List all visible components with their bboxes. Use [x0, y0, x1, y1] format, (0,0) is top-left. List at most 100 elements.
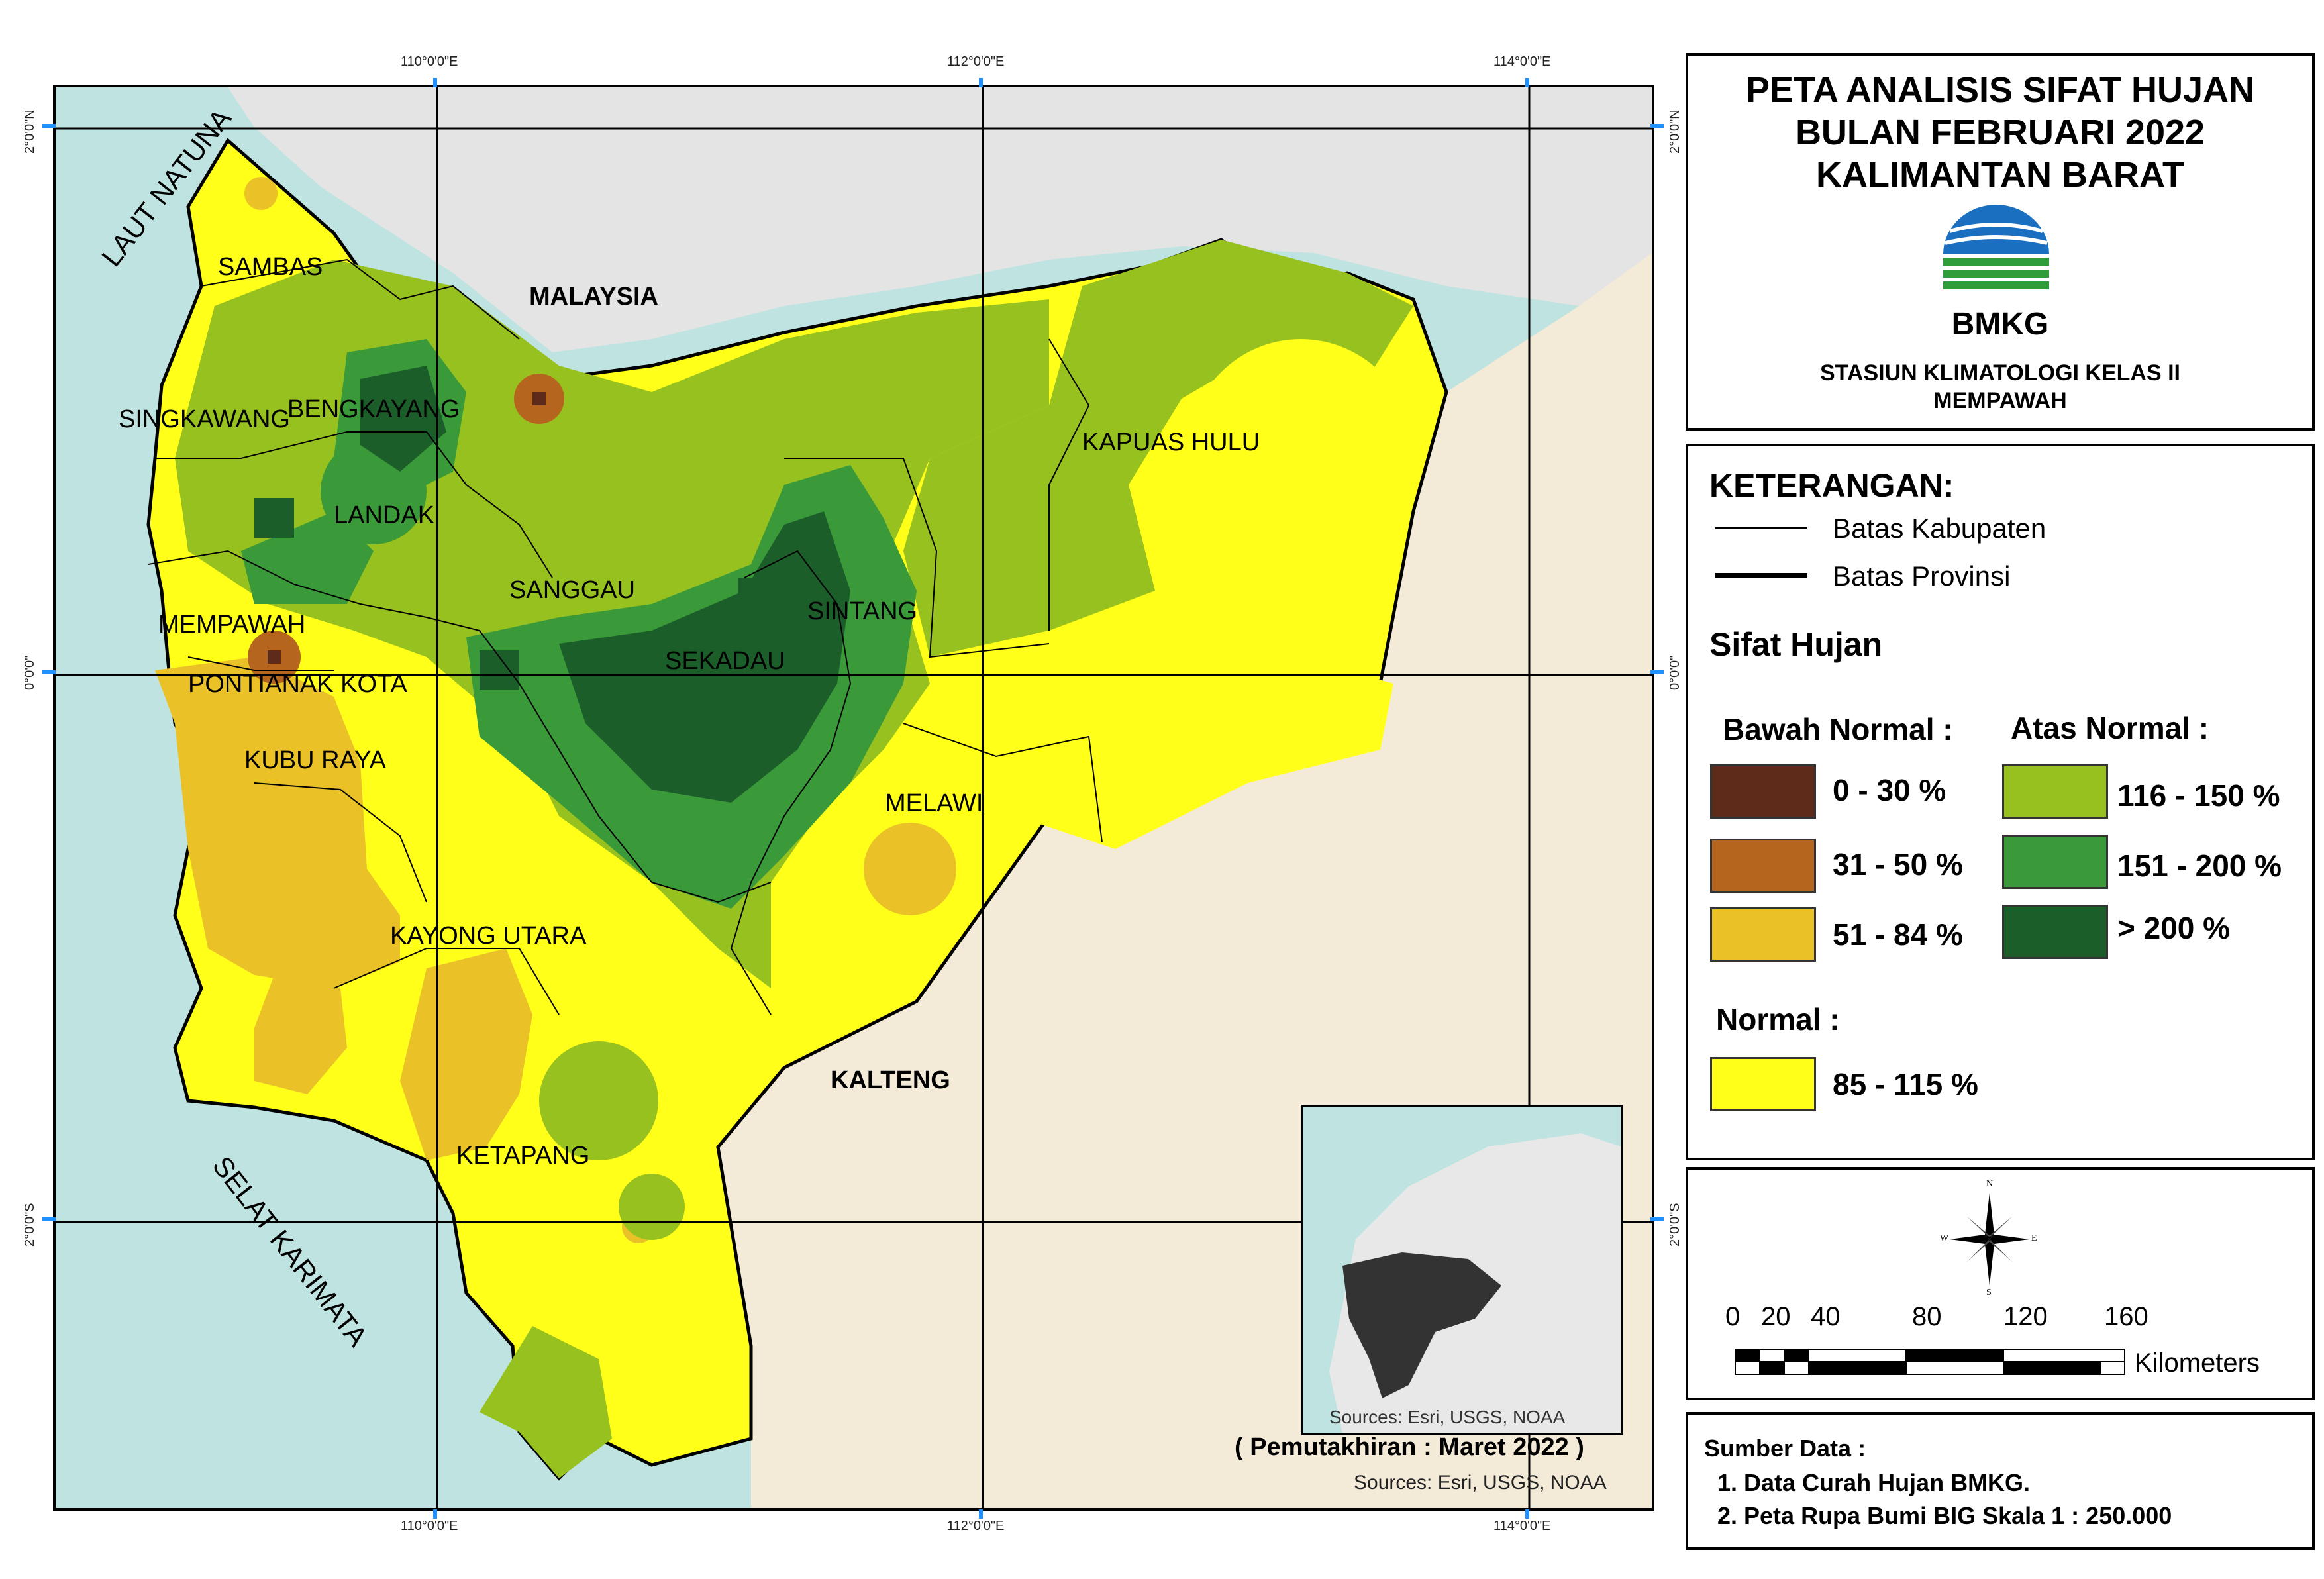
- region-bawah-north: [244, 177, 278, 210]
- map-frame: Sources: Esri, USGS, NOAA SAMBAS MALAYSI…: [53, 85, 1654, 1511]
- label-kubu-raya: KUBU RAYA: [244, 746, 386, 774]
- compass-e: E: [2031, 1233, 2037, 1243]
- tick-top-114: [1525, 78, 1529, 87]
- label-sambas: SAMBAS: [218, 253, 323, 281]
- swatch-b2: [1710, 839, 1816, 893]
- legend-line-provinsi-symbol: [1715, 573, 1807, 578]
- label-sekadau: SEKADAU: [665, 647, 785, 675]
- title-line-2: BULAN FEBRUARI 2022: [1795, 113, 2205, 152]
- tick-right-2n: [1650, 124, 1664, 128]
- inset-kalbar: [1342, 1252, 1501, 1398]
- region-atas-116-south: [539, 1041, 658, 1160]
- region-atas-200-sekadau: [738, 578, 778, 617]
- region-atas-200-bengkayang: [360, 366, 446, 472]
- scale-bar: [1735, 1349, 2125, 1375]
- label-sanggau: SANGGAU: [509, 576, 636, 604]
- scale-tick-0: 0: [1725, 1302, 1741, 1331]
- legend-normal-heading: Normal :: [1716, 1002, 1840, 1037]
- tick-right-2s: [1650, 1217, 1664, 1221]
- sources-item-2: 2. Peta Rupa Bumi BIG Skala 1 : 250.000: [1717, 1502, 2172, 1529]
- graticule: [56, 87, 1652, 1508]
- coord-right-0: 0°0'0": [1668, 655, 1682, 690]
- region-bawah-island: [254, 975, 347, 1094]
- scale-tick-80: 80: [1912, 1302, 1942, 1331]
- label-malaysia: MALAYSIA: [529, 283, 658, 311]
- legend-sifat-heading: Sifat Hujan: [1709, 626, 1883, 663]
- label-kalteng: KALTENG: [831, 1066, 950, 1094]
- swatch-a3: [2002, 905, 2108, 959]
- coord-left-2n: 2°0'0"N: [23, 109, 37, 154]
- label-sintang: SINTANG: [807, 597, 918, 625]
- sources-panel: Sumber Data : 1. Data Curah Hujan BMKG. …: [1686, 1412, 2315, 1550]
- label-singkawang: SINGKAWANG: [119, 405, 290, 433]
- region-normal-kapuashulu: [1188, 339, 1413, 564]
- label-melawi: MELAWI: [885, 790, 984, 817]
- swatch-a2-label: 151 - 200 %: [2117, 848, 2282, 883]
- sources-heading: Sumber Data :: [1704, 1435, 1866, 1462]
- label-kapuas-hulu: KAPUAS HULU: [1082, 429, 1260, 456]
- scale-tick-20: 20: [1761, 1302, 1791, 1331]
- station-line-1: STASIUN KLIMATOLOGI KELAS II: [1820, 360, 2180, 385]
- coord-bot-110: 110°0'0"E: [401, 1519, 458, 1533]
- title-panel: PETA ANALISIS SIFAT HUJAN BULAN FEBRUARI…: [1686, 53, 2315, 431]
- coord-bot-112: 112°0'0"E: [947, 1519, 1005, 1533]
- swatch-n1: [1710, 1057, 1816, 1111]
- region-atas-116-ketapang: [480, 1326, 612, 1478]
- title-line-3: KALIMANTAN BARAT: [1816, 155, 2184, 195]
- swatch-n1-label: 85 - 115 %: [1833, 1067, 1978, 1101]
- legend-line-kabupaten-symbol: [1715, 527, 1807, 529]
- tick-bot-110: [433, 1509, 437, 1519]
- swatch-b1-label: 0 - 30 %: [1833, 773, 1946, 807]
- coord-top-110: 110°0'0"E: [401, 54, 458, 69]
- swatch-b3-label: 51 - 84 %: [1833, 917, 1963, 952]
- region-bawah-0-pontianak: [268, 650, 281, 664]
- compass-n: N: [1986, 1179, 1994, 1189]
- legend-bawah-heading: Bawah Normal :: [1723, 712, 1953, 746]
- swatch-b1: [1710, 764, 1816, 819]
- region-atas-200-landak: [254, 498, 294, 538]
- label-ketapang: KETAPANG: [456, 1142, 590, 1170]
- swatch-a1-label: 116 - 150 %: [2117, 778, 2280, 813]
- tick-left-2n: [42, 124, 56, 128]
- region-normal-east: [930, 631, 1393, 849]
- inset-map: Sources: Esri, USGS, NOAA: [1301, 1105, 1623, 1435]
- scale-panel: N S W E 0 20 40 80 120 160 Kilometers: [1686, 1167, 2315, 1400]
- tick-bot-114: [1525, 1509, 1529, 1519]
- station-line-2: MEMPAWAH: [1933, 388, 2067, 413]
- swatch-a2: [2002, 835, 2108, 889]
- district-boundaries: [148, 258, 1103, 1015]
- region-atas-151-singkawang: [241, 511, 374, 604]
- region-bawah-kuburaya: [155, 657, 400, 988]
- legend-panel: KETERANGAN: Batas Kabupaten Batas Provin…: [1686, 444, 2315, 1160]
- legend-atas-heading: Atas Normal :: [2011, 711, 2209, 745]
- region-bawah-melawi: [864, 823, 956, 915]
- bmkg-logo: [1940, 205, 2052, 297]
- label-pontianak-kota: PONTIANAK KOTA: [188, 670, 407, 698]
- scale-tick-160: 160: [2104, 1302, 2148, 1331]
- title-line-1: PETA ANALISIS SIFAT HUJAN: [1745, 70, 2255, 110]
- coord-left-2s: 2°0'0"S: [23, 1203, 37, 1247]
- tick-left-2s: [42, 1217, 56, 1221]
- label-mempawah: MEMPAWAH: [158, 611, 306, 638]
- region-bawah-kayong: [400, 948, 532, 1160]
- label-landak: LANDAK: [334, 501, 435, 529]
- coord-left-0: 0°0'0": [23, 655, 37, 690]
- tick-top-112: [979, 78, 983, 87]
- tick-left-0: [42, 670, 56, 674]
- compass-w: W: [1940, 1233, 1949, 1243]
- coord-right-2s: 2°0'0"S: [1668, 1203, 1682, 1247]
- region-bawah-0-north: [532, 392, 546, 405]
- scale-tick-40: 40: [1811, 1302, 1841, 1331]
- coord-top-112: 112°0'0"E: [947, 54, 1005, 69]
- tick-top-110: [433, 78, 437, 87]
- swatch-b3: [1710, 907, 1816, 962]
- swatch-b2-label: 31 - 50 %: [1833, 847, 1963, 882]
- legend-heading: KETERANGAN:: [1709, 467, 1954, 504]
- coord-right-2n: 2°0'0"N: [1668, 109, 1682, 154]
- compass-rose-icon: N S W E: [1940, 1179, 2039, 1298]
- swatch-a3-label: > 200 %: [2117, 911, 2231, 945]
- scale-unit: Kilometers: [2135, 1349, 2260, 1378]
- tick-bot-112: [979, 1509, 983, 1519]
- tick-right-0: [1650, 670, 1664, 674]
- legend-line-kabupaten-label: Batas Kabupaten: [1833, 513, 2046, 544]
